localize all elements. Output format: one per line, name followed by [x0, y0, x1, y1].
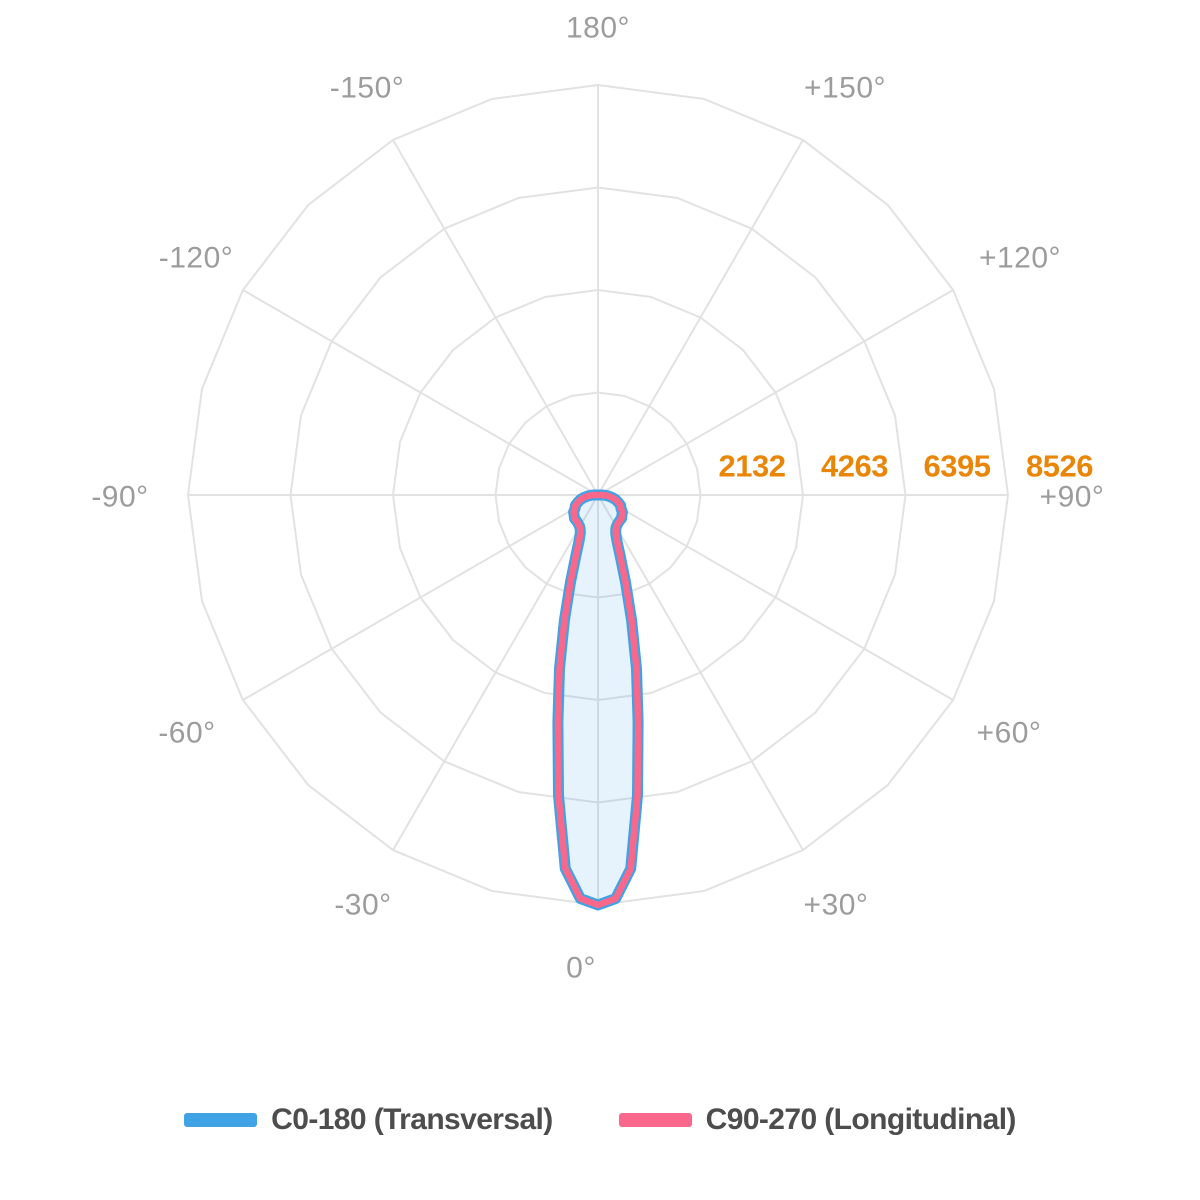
grid-spoke--30 — [392, 494, 599, 851]
angle-label-120: +120° — [979, 242, 1061, 275]
polar-grid — [187, 84, 1009, 906]
legend-item-c90-270[interactable]: C90-270 (Longitudinal) — [618, 1103, 1017, 1137]
angle-label-0: 0° — [566, 952, 596, 985]
angle-label-150: +150° — [804, 72, 886, 105]
legend-label-c90-270: C90-270 (Longitudinal) — [705, 1103, 1017, 1136]
radial-tick-label-8526: 8526 — [1026, 449, 1093, 484]
angle-label-30: +30° — [804, 889, 869, 922]
legend-item-c0-180[interactable]: C0-180 (Transversal) — [184, 1103, 553, 1137]
radial-tick-label-6395: 6395 — [924, 449, 991, 484]
angle-label-180: 180° — [566, 12, 630, 45]
legend-swatch-c90-270-icon — [618, 1113, 692, 1127]
series-curve-c0-180 — [552, 489, 644, 911]
angle-label--30: -30° — [334, 889, 391, 922]
grid-spoke-30 — [597, 494, 804, 851]
angle-label--60: -60° — [158, 717, 215, 750]
angle-label--150: -150° — [330, 72, 405, 105]
grid-spoke--60 — [242, 494, 599, 701]
radial-tick-label-4263: 4263 — [821, 449, 888, 484]
chart-legend: C0-180 (Transversal) C90-270 (Longitudin… — [0, 1103, 1200, 1137]
legend-swatch-c0-180-icon — [184, 1113, 258, 1127]
grid-spoke--120 — [242, 289, 599, 496]
grid-spoke-60 — [597, 494, 954, 701]
angle-label-90: +90° — [1040, 481, 1105, 514]
legend-label-c0-180: C0-180 (Transversal) — [271, 1103, 553, 1136]
angle-label--120: -120° — [159, 242, 234, 275]
angle-label-60: +60° — [977, 717, 1042, 750]
angle-label--90: -90° — [91, 481, 148, 514]
series-curve-c90-270 — [554, 491, 642, 909]
radial-tick-label-2132: 2132 — [719, 449, 786, 484]
grid-spoke-150 — [597, 139, 804, 496]
grid-spoke-120 — [597, 289, 954, 496]
grid-spoke--150 — [392, 139, 599, 496]
